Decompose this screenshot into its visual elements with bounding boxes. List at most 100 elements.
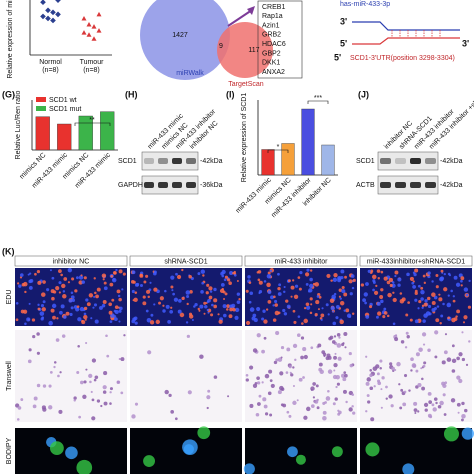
cell: [145, 274, 149, 278]
cell: [56, 317, 59, 320]
cell: [272, 318, 277, 322]
cell: [427, 271, 431, 275]
cell: [336, 333, 341, 337]
cell: [362, 298, 366, 303]
cell: [401, 297, 406, 302]
cell: [310, 303, 313, 306]
cell: [186, 302, 189, 306]
cell: [71, 277, 75, 281]
cell: [414, 319, 419, 324]
cell: [336, 382, 340, 386]
cell: [177, 309, 182, 314]
cell: [186, 294, 190, 298]
cell: [440, 269, 444, 273]
cell: [236, 292, 241, 296]
cell: [451, 358, 457, 364]
cell: [422, 343, 426, 346]
cell: [113, 317, 118, 322]
cell: [142, 301, 147, 306]
cell: [29, 272, 32, 275]
cell: [247, 275, 251, 279]
cell: [269, 413, 273, 417]
cell: [131, 319, 136, 324]
cell: [134, 291, 138, 294]
cell: [325, 396, 331, 401]
cell: [287, 446, 298, 458]
cell: [36, 332, 40, 336]
cell: [48, 320, 53, 326]
cell: [42, 280, 46, 284]
cell: [392, 291, 395, 294]
cell: [108, 310, 113, 315]
cell: [417, 307, 420, 310]
cell: [93, 295, 96, 298]
cell: [300, 355, 304, 360]
cell: [49, 371, 53, 374]
cell: [200, 290, 204, 294]
blot-band: [144, 182, 154, 188]
bar: [78, 115, 93, 151]
cell: [275, 330, 280, 336]
cell: [226, 304, 230, 309]
row-label: BODIPY: [6, 437, 13, 464]
cell: [338, 295, 341, 298]
cell: [306, 268, 310, 272]
cell: [427, 296, 431, 301]
micrograph: [130, 330, 242, 422]
cell: [80, 274, 83, 277]
cell: [263, 404, 268, 409]
cell: [305, 282, 309, 286]
cell: [327, 369, 333, 374]
cell: [422, 319, 426, 323]
cell: [76, 370, 80, 374]
cell: [99, 305, 103, 310]
cell: [333, 292, 337, 296]
cell: [365, 442, 380, 457]
cell: [375, 284, 378, 288]
cell: [223, 298, 226, 301]
cell: [16, 418, 20, 421]
cell: [342, 389, 347, 394]
cell: [68, 298, 73, 303]
cell: [100, 404, 103, 408]
cell: [18, 284, 22, 288]
cell: [413, 401, 418, 406]
cell: [81, 280, 85, 284]
cell: [400, 388, 404, 392]
cell: [333, 355, 337, 360]
row-label: Transwell: [6, 361, 13, 391]
cell: [294, 358, 297, 362]
cell: [365, 381, 370, 386]
cell: [341, 343, 345, 347]
cell: [60, 273, 63, 277]
column-header-box: [244, 255, 358, 267]
cell: [150, 313, 154, 317]
column-header-box: [129, 255, 243, 267]
cell: [261, 317, 265, 321]
cell: [420, 367, 423, 370]
cell: [332, 310, 335, 313]
cell: [51, 303, 57, 309]
cell: [292, 384, 295, 388]
cell: [427, 348, 431, 352]
cell: [36, 383, 41, 388]
cell: [280, 345, 285, 350]
cell: [93, 378, 97, 382]
blot-band: [158, 158, 168, 164]
cell: [297, 276, 301, 279]
cell: [414, 268, 419, 273]
cell: [409, 318, 413, 322]
cell: [209, 290, 213, 293]
cell: [300, 336, 305, 340]
cell: [108, 302, 113, 307]
cell: [336, 343, 342, 348]
cell: [380, 299, 384, 304]
dot: [96, 28, 102, 33]
blot-band: [186, 182, 196, 188]
cell: [309, 283, 314, 289]
band-size: -42kDa: [440, 158, 463, 165]
cell: [149, 281, 152, 284]
cell: [94, 375, 99, 380]
cell: [51, 296, 55, 301]
cell: [450, 398, 456, 403]
